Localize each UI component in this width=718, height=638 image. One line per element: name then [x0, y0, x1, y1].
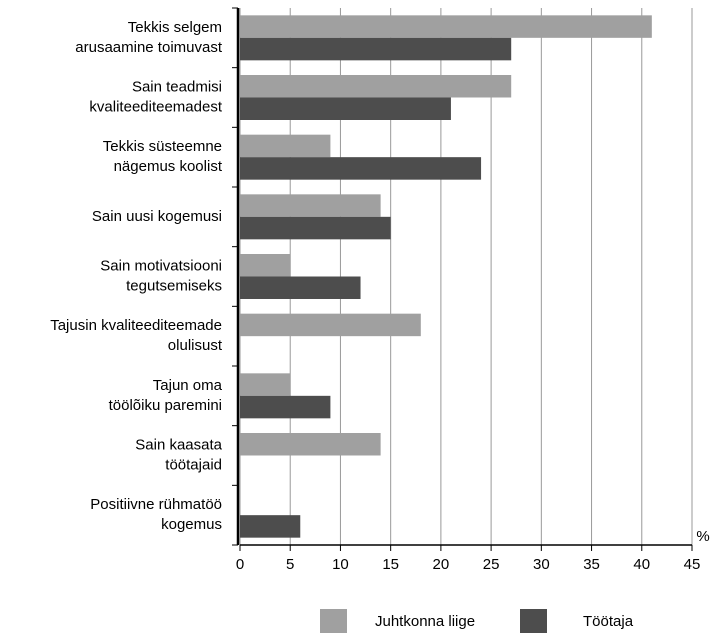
x-tick-label: 20 [433, 556, 450, 573]
bar [240, 313, 421, 337]
label-line: Tekkis selgem [128, 19, 222, 36]
bar [240, 373, 291, 396]
label-line: töölõiku paremini [109, 397, 222, 414]
y-tick-label: Tajun oma töölõiku paremini [109, 377, 223, 414]
label-line: arusaamine toimuvast [75, 39, 223, 56]
x-tick-label: 10 [332, 556, 349, 573]
legend-label: Juhtkonna liige [375, 613, 475, 630]
x-tick-label: 25 [483, 556, 500, 573]
x-tick-label: 45 [684, 556, 701, 573]
y-tick-label: Sain uusi kogemusi [92, 208, 222, 225]
y-tick-label: Tajusin kvaliteediteemade olulisust [50, 317, 223, 354]
bar [240, 276, 361, 299]
bar [240, 395, 331, 419]
y-tick-label: Tekkis süsteemne nägemus koolist [103, 138, 223, 175]
x-tick-label: 5 [286, 556, 294, 573]
label-line: Positiivne rühmatöö [90, 496, 222, 513]
label-line: Tekkis süsteemne [103, 138, 222, 155]
label-line: olulisust [168, 337, 223, 354]
x-tick-label: 15 [382, 556, 399, 573]
label-line: Tajun oma [153, 377, 223, 394]
label-line: Sain uusi kogemusi [92, 208, 222, 225]
x-tick-label: 30 [533, 556, 550, 573]
bar [240, 433, 381, 456]
legend-swatch [520, 609, 547, 633]
legend-swatch [320, 609, 347, 633]
label-line: Sain motivatsiooni [100, 257, 222, 274]
y-tick-label: Tekkis selgem arusaamine toimuvast [75, 19, 223, 56]
label-line: Tajusin kvaliteediteemade [50, 317, 222, 334]
bar [240, 194, 381, 217]
label-line: Sain kaasata [135, 436, 222, 453]
y-tick-label: Positiivne rühmatöö kogemus [90, 496, 222, 533]
bar [240, 37, 512, 61]
x-tick-label: 0 [236, 556, 244, 573]
y-tick-label: Sain motivatsiooni tegutsemiseks [100, 257, 222, 294]
x-tick-label: 40 [633, 556, 650, 573]
bar [240, 75, 512, 98]
bar [240, 97, 451, 120]
bar [240, 515, 301, 538]
label-line: Sain teadmisi [132, 78, 222, 95]
bar [240, 216, 391, 240]
x-tick-label: 35 [583, 556, 600, 573]
label-line: töötajaid [165, 456, 222, 473]
label-line: kvaliteediteemadest [89, 98, 222, 115]
label-line: nägemus koolist [114, 158, 223, 175]
bar [240, 15, 652, 38]
x-axis-label: % [696, 528, 709, 545]
label-line: kogemus [161, 516, 222, 533]
bar [240, 134, 331, 158]
y-tick-label: Sain teadmisi kvaliteediteemadest [89, 78, 222, 115]
bar [240, 254, 291, 277]
bar [240, 157, 482, 180]
y-tick-label: Sain kaasata töötajaid [135, 436, 222, 473]
legend-label: Töötaja [583, 613, 634, 630]
label-line: tegutsemiseks [126, 277, 222, 294]
